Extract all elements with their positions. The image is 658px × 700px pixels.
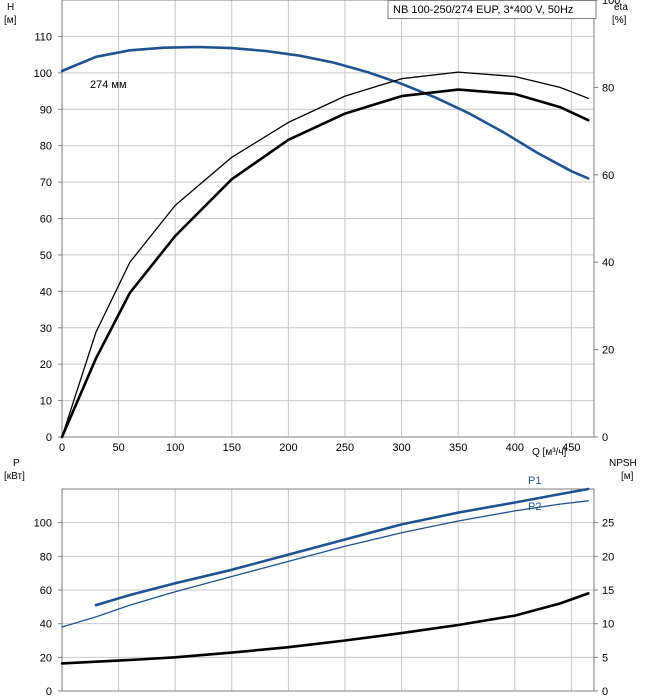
p2-curve-label: P2: [528, 501, 541, 513]
lower-curve-1: [61, 500, 589, 628]
lower-y-right-tick: 25: [602, 518, 614, 530]
lower-curves: [60, 487, 590, 665]
upper-y-left-tick: 100: [34, 68, 52, 80]
lower-y-right-tick: 15: [602, 585, 614, 597]
x-axis-label: Q [м³/ч]: [532, 447, 567, 458]
y-left-label-upper: H: [7, 2, 14, 13]
lower-y-right-tick: 5: [602, 652, 608, 664]
upper-y-left-tick: 80: [40, 141, 52, 153]
upper-curve-1: [61, 71, 589, 438]
upper-y-right-tick: 0: [602, 432, 608, 444]
upper-y-left-tick: 50: [40, 250, 52, 262]
lower-curve-0: [94, 487, 590, 607]
upper-y-left-tick: 0: [46, 432, 52, 444]
x-tick: 100: [166, 442, 184, 454]
x-tick: 450: [562, 442, 580, 454]
upper-y-left-tick: 70: [40, 177, 52, 189]
y-left-label-lower: P: [13, 458, 20, 469]
lower-y-left-tick: 60: [40, 585, 52, 597]
lower-y-left-tick: 40: [40, 619, 52, 631]
upper-y-left-tick: 20: [40, 359, 52, 371]
upper-y-left-tick: 110: [34, 31, 52, 43]
upper-curves: [60, 45, 590, 439]
lower-y-left-tick: 100: [34, 518, 52, 530]
legend-text: NB 100-250/274 EUP, 3*400 V, 50Hz: [393, 4, 573, 16]
impeller-curve-label: 274 мм: [90, 79, 127, 91]
upper-y-left-tick: 30: [40, 323, 52, 335]
y-right-unit-upper: [%]: [612, 15, 627, 26]
lower-y-right-tick: 10: [602, 619, 614, 631]
x-tick: 50: [112, 442, 124, 454]
upper-y-right-tick: 20: [602, 345, 614, 357]
upper-y-left-tick: 60: [40, 214, 52, 226]
x-tick: 200: [279, 442, 297, 454]
y-left-unit-lower: [кВт]: [4, 471, 25, 482]
x-tick: 0: [59, 442, 65, 454]
y-left-unit-upper: [м]: [4, 15, 17, 26]
upper-y-left-tick: 40: [40, 286, 52, 298]
upper-y-right-tick: 40: [602, 257, 614, 269]
lower-y-right-tick: 20: [602, 551, 614, 563]
upper-curve-2: [60, 88, 590, 439]
upper-curve-0: [60, 45, 590, 180]
lower-y-left-tick: 0: [46, 686, 52, 698]
lower-curve-2: [60, 592, 590, 665]
lower-y-left-tick: 80: [40, 551, 52, 563]
upper-y-right-tick: 80: [602, 82, 614, 94]
y-right-label-upper: eta: [614, 2, 628, 13]
upper-grid: [58, 0, 598, 438]
x-tick: 250: [336, 442, 354, 454]
upper-y-left-tick: 10: [40, 396, 52, 408]
upper-y-right-tick: 100: [602, 0, 620, 7]
x-tick: 300: [392, 442, 410, 454]
x-tick: 400: [506, 442, 524, 454]
x-tick: 350: [449, 442, 467, 454]
x-tick: 150: [223, 442, 241, 454]
lower-y-left-tick: 20: [40, 652, 52, 664]
upper-y-right-tick: 60: [602, 170, 614, 182]
y-right-label-lower: NPSH: [609, 458, 637, 469]
lower-grid: [58, 488, 598, 692]
lower-y-right-tick: 0: [602, 686, 608, 698]
y-right-unit-lower: [м]: [621, 471, 634, 482]
upper-y-left-tick: 90: [40, 104, 52, 116]
legend-box: [387, 0, 597, 19]
p1-curve-label: P1: [528, 475, 541, 487]
